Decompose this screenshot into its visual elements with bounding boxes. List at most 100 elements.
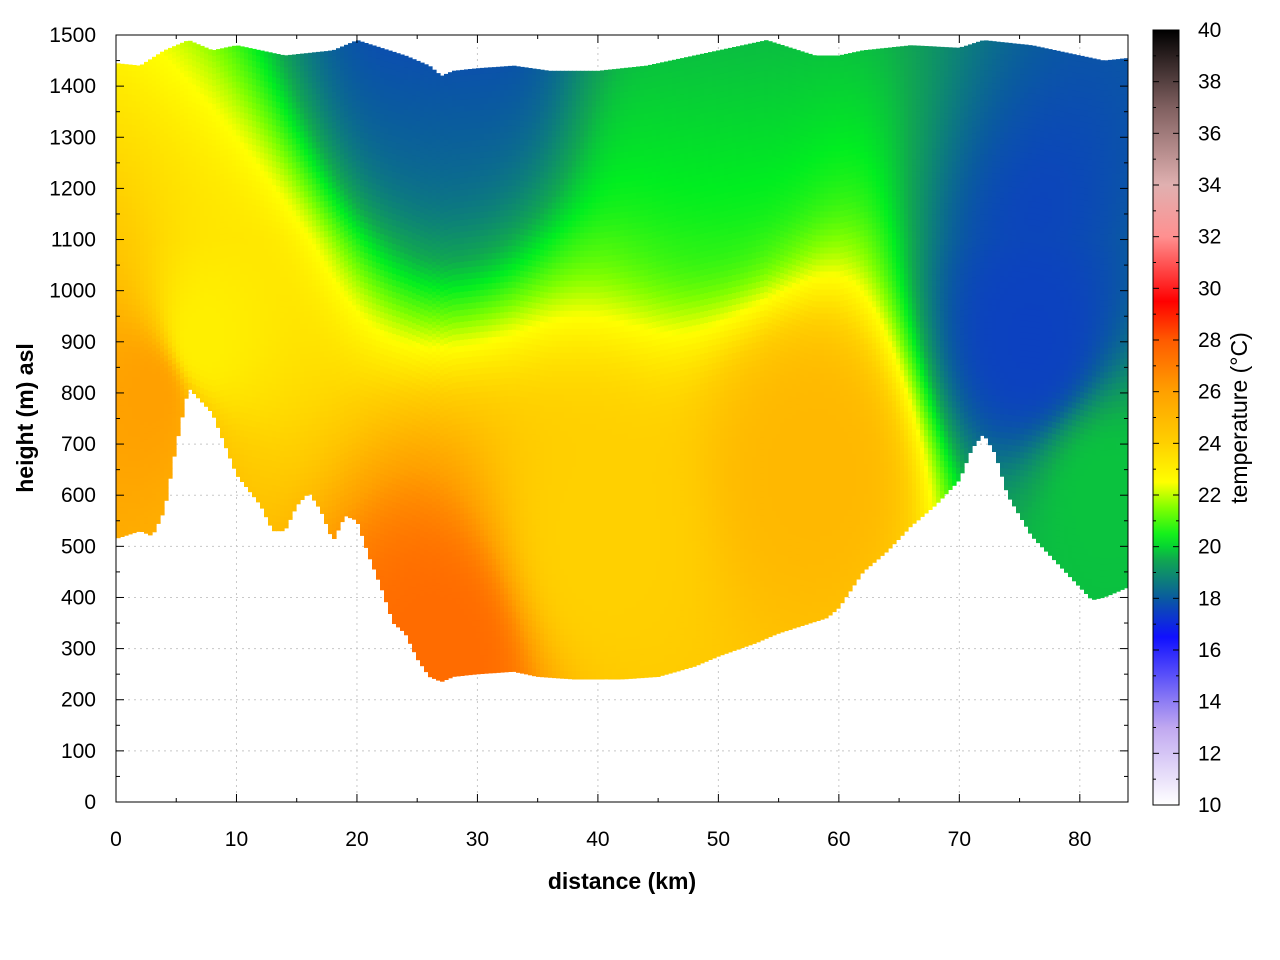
field-cell <box>152 87 157 94</box>
field-cell <box>176 279 181 286</box>
field-cell <box>340 353 345 360</box>
field-cell <box>244 185 249 192</box>
field-cell <box>368 194 373 201</box>
field-cell <box>356 508 361 515</box>
field-cell <box>372 562 377 569</box>
field-cell <box>276 96 281 103</box>
field-cell <box>156 300 161 307</box>
field-cell <box>300 66 305 73</box>
field-cell <box>240 412 245 419</box>
field-cell <box>236 400 241 407</box>
field-cell <box>228 377 233 384</box>
field-cell <box>220 168 225 175</box>
field-cell <box>360 282 365 289</box>
field-cell <box>184 263 189 270</box>
field-cell <box>344 501 349 508</box>
field-cell <box>176 237 181 244</box>
field-cell <box>304 233 309 240</box>
field-cell <box>120 520 125 527</box>
field-cell <box>172 154 177 161</box>
field-cell <box>288 109 293 116</box>
field-cell <box>208 331 213 338</box>
field-cell <box>216 355 221 362</box>
field-cell <box>140 275 145 282</box>
field-cell <box>172 292 177 299</box>
field-cell <box>248 450 253 457</box>
field-cell <box>360 240 365 247</box>
field-cell <box>212 398 217 405</box>
field-cell <box>272 239 277 246</box>
field-cell <box>348 211 353 218</box>
field-cell <box>136 126 141 133</box>
field-cell <box>280 295 285 302</box>
field-cell <box>196 272 201 279</box>
field-cell <box>224 167 229 174</box>
field-cell <box>140 401 145 408</box>
field-cell <box>252 55 257 62</box>
field-cell <box>284 265 289 272</box>
field-cell <box>244 227 249 234</box>
field-cell <box>264 292 269 299</box>
field-cell <box>284 409 289 416</box>
field-cell <box>148 221 153 228</box>
field-cell <box>368 332 373 339</box>
field-cell <box>344 123 349 130</box>
field-cell <box>316 280 321 287</box>
field-cell <box>312 226 317 233</box>
field-cell <box>152 243 157 250</box>
field-cell <box>156 192 161 199</box>
field-cell <box>304 107 309 114</box>
field-cell <box>192 235 197 242</box>
field-cell <box>288 265 293 272</box>
field-cell <box>272 359 277 366</box>
field-cell <box>344 255 349 262</box>
field-cell <box>128 287 133 294</box>
field-cell <box>268 190 273 197</box>
field-cell <box>128 131 133 138</box>
field-cell <box>164 164 169 171</box>
field-cell <box>296 486 301 493</box>
field-cell <box>284 421 289 428</box>
field-cell <box>228 233 233 240</box>
field-cell <box>212 152 217 159</box>
field-cell <box>240 286 245 293</box>
field-cell <box>152 399 157 406</box>
field-cell <box>272 245 277 252</box>
field-cell <box>288 475 293 482</box>
field-cell <box>144 296 149 303</box>
field-cell <box>344 405 349 412</box>
field-cell <box>316 394 321 401</box>
field-cell <box>244 89 249 96</box>
field-cell <box>288 253 293 260</box>
field-cell <box>352 299 357 306</box>
field-cell <box>160 502 165 509</box>
field-cell <box>304 299 309 306</box>
field-cell <box>292 337 297 344</box>
field-cell <box>168 450 173 457</box>
field-cell <box>120 160 125 167</box>
field-cell <box>224 227 229 234</box>
field-cell <box>360 432 365 439</box>
field-cell <box>136 336 141 343</box>
field-cell <box>320 484 325 491</box>
field-cell <box>328 99 333 106</box>
field-cell <box>156 516 161 523</box>
field-cell <box>320 466 325 473</box>
field-cell <box>160 64 165 71</box>
field-cell <box>332 470 337 477</box>
field-cell <box>248 72 253 79</box>
field-cell <box>156 210 161 217</box>
field-cell <box>336 336 341 343</box>
field-cell <box>296 258 301 265</box>
field-cell <box>340 47 345 54</box>
field-cell <box>312 490 317 497</box>
field-cell <box>140 485 145 492</box>
field-cell <box>296 408 301 415</box>
field-cell <box>244 479 249 486</box>
field-cell <box>232 202 237 209</box>
field-cell <box>256 386 261 393</box>
field-cell <box>252 445 257 452</box>
field-cell <box>360 198 365 205</box>
field-cell <box>200 208 205 215</box>
field-cell <box>196 152 201 159</box>
